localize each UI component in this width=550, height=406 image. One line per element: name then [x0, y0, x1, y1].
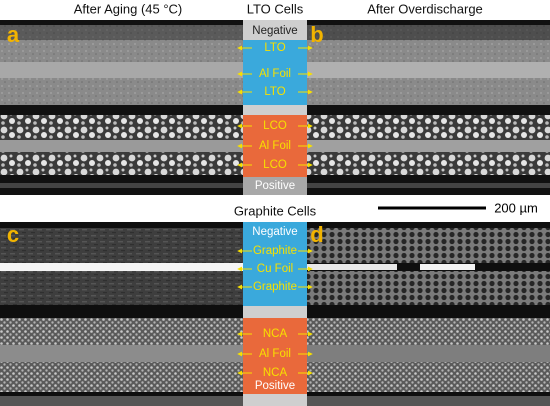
header-left: After Aging (45 °C)	[74, 1, 183, 16]
layer-label: Graphite	[253, 245, 297, 257]
panel-letter: d	[310, 222, 323, 247]
electrode-side-label: Negative	[252, 25, 297, 37]
panel-letter: b	[310, 22, 323, 47]
center-column	[243, 20, 307, 406]
layer-label: Al Foil	[259, 348, 291, 360]
header-center: LTO Cells	[247, 1, 304, 16]
layer-label: LTO	[264, 86, 285, 98]
layer-label: Graphite	[253, 281, 297, 293]
sem-image-b	[307, 20, 550, 195]
graphite-title: Graphite Cells	[234, 203, 317, 218]
layer-label: NCA	[263, 328, 288, 340]
electrode-side-label: Negative	[252, 226, 297, 238]
sem-image-a	[0, 20, 243, 195]
layer-label: Al Foil	[259, 68, 291, 80]
panel-letter: c	[7, 222, 19, 247]
electrode-side-label: Positive	[255, 180, 295, 192]
layer-label: LTO	[264, 42, 285, 54]
scale-bar-label: 200 µm	[494, 200, 538, 215]
layer-label: Cu Foil	[257, 263, 293, 275]
layer-label: LCO	[263, 159, 287, 171]
layer-label: NCA	[263, 367, 288, 379]
electrode-side-label: Positive	[255, 380, 295, 392]
sem-image-d	[307, 222, 550, 406]
header-right: After Overdischarge	[367, 1, 483, 16]
panel-letter: a	[7, 22, 20, 47]
layer-label: LCO	[263, 120, 287, 132]
sem-image-c	[0, 222, 243, 406]
layer-label: Al Foil	[259, 140, 291, 152]
